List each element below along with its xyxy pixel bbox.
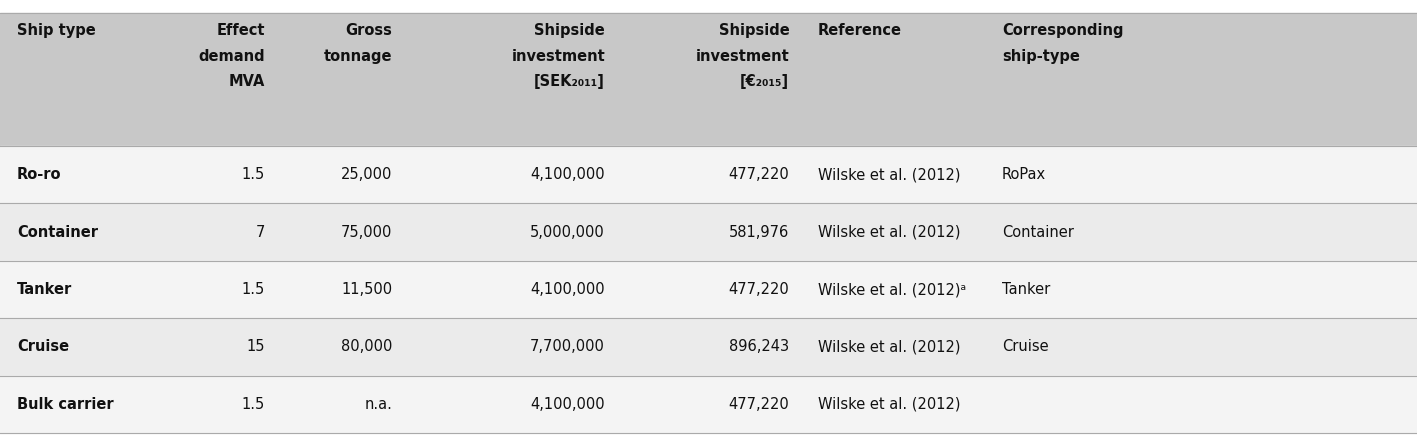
- Text: Reference: Reference: [818, 23, 901, 38]
- Text: [SEK₂₀₁₁]: [SEK₂₀₁₁]: [534, 74, 605, 89]
- Text: 7,700,000: 7,700,000: [530, 339, 605, 354]
- Text: 4,100,000: 4,100,000: [530, 282, 605, 297]
- Text: Tanker: Tanker: [17, 282, 72, 297]
- Text: 7: 7: [255, 225, 265, 240]
- Text: 15: 15: [247, 339, 265, 354]
- Text: demand: demand: [198, 49, 265, 64]
- Text: Shipside: Shipside: [534, 23, 605, 38]
- Text: Wilske et al. (2012): Wilske et al. (2012): [818, 397, 961, 412]
- Text: Shipside: Shipside: [718, 23, 789, 38]
- Text: Container: Container: [1002, 225, 1074, 240]
- Text: Cruise: Cruise: [17, 339, 69, 354]
- Text: 477,220: 477,220: [728, 282, 789, 297]
- Text: 25,000: 25,000: [341, 167, 393, 182]
- Text: Ro-ro: Ro-ro: [17, 167, 61, 182]
- Text: ship-type: ship-type: [1002, 49, 1080, 64]
- Bar: [0, 318, 1417, 376]
- Text: Bulk carrier: Bulk carrier: [17, 397, 113, 412]
- Text: 4,100,000: 4,100,000: [530, 397, 605, 412]
- Text: Effect: Effect: [217, 23, 265, 38]
- Text: 896,243: 896,243: [730, 339, 789, 354]
- Text: Cruise: Cruise: [1002, 339, 1049, 354]
- Text: n.a.: n.a.: [364, 397, 393, 412]
- Text: 1.5: 1.5: [242, 397, 265, 412]
- Text: 80,000: 80,000: [341, 339, 393, 354]
- Text: MVA: MVA: [228, 74, 265, 89]
- Text: investment: investment: [696, 49, 789, 64]
- Text: Wilske et al. (2012): Wilske et al. (2012): [818, 225, 961, 240]
- Text: Corresponding: Corresponding: [1002, 23, 1124, 38]
- Text: 11,500: 11,500: [341, 282, 393, 297]
- Text: Ship type: Ship type: [17, 23, 96, 38]
- Text: 477,220: 477,220: [728, 167, 789, 182]
- Text: tonnage: tonnage: [324, 49, 393, 64]
- Bar: [0, 146, 1417, 203]
- Text: Wilske et al. (2012): Wilske et al. (2012): [818, 339, 961, 354]
- Text: 75,000: 75,000: [341, 225, 393, 240]
- Text: 5,000,000: 5,000,000: [530, 225, 605, 240]
- Text: RoPax: RoPax: [1002, 167, 1046, 182]
- Text: Tanker: Tanker: [1002, 282, 1050, 297]
- Text: 581,976: 581,976: [728, 225, 789, 240]
- Text: Container: Container: [17, 225, 98, 240]
- Text: Wilske et al. (2012)ᵃ: Wilske et al. (2012)ᵃ: [818, 282, 966, 297]
- Bar: [0, 13, 1417, 146]
- Text: 4,100,000: 4,100,000: [530, 167, 605, 182]
- Text: 1.5: 1.5: [242, 282, 265, 297]
- Text: 477,220: 477,220: [728, 397, 789, 412]
- Bar: [0, 203, 1417, 261]
- Text: [€₂₀₁₅]: [€₂₀₁₅]: [740, 74, 789, 89]
- Text: investment: investment: [512, 49, 605, 64]
- Bar: [0, 376, 1417, 433]
- Bar: [0, 261, 1417, 318]
- Text: Wilske et al. (2012): Wilske et al. (2012): [818, 167, 961, 182]
- Text: Gross: Gross: [346, 23, 393, 38]
- Text: 1.5: 1.5: [242, 167, 265, 182]
